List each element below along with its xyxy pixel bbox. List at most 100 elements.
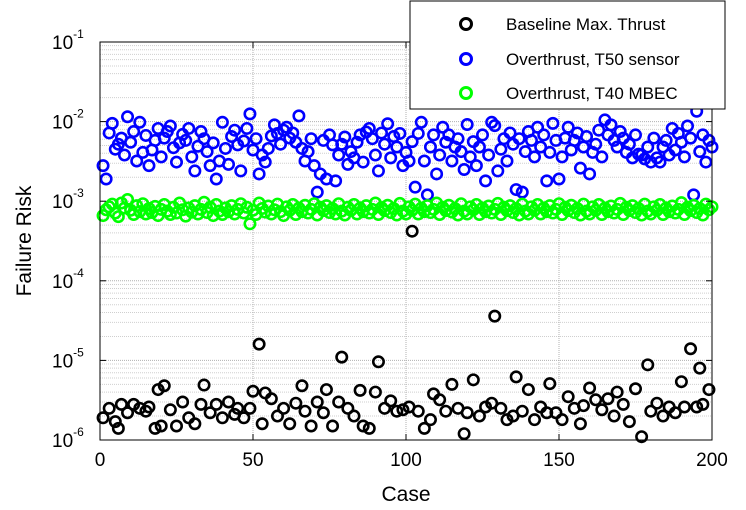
legend-marker-t40: [459, 86, 473, 100]
data-point: [142, 159, 156, 173]
data-point: [463, 200, 477, 214]
data-point: [353, 383, 367, 397]
data-point: [264, 129, 278, 143]
legend: Baseline Max. Thrust Overthrust, T50 sen…: [409, 0, 726, 110]
data-point: [610, 385, 624, 399]
data-point: [552, 172, 566, 186]
data-point: [405, 224, 419, 238]
data-point: [595, 150, 609, 164]
data-point: [393, 126, 407, 140]
data-point: [466, 373, 480, 387]
data-point: [576, 399, 590, 413]
data-point: [378, 401, 392, 415]
data-point: [258, 155, 272, 169]
data-point: [543, 377, 557, 391]
data-point: [543, 145, 557, 159]
data-point: [270, 409, 284, 423]
data-point: [619, 200, 633, 214]
data-point: [194, 125, 208, 139]
data-point: [690, 400, 704, 414]
data-point: [402, 154, 416, 168]
data-point: [653, 155, 667, 169]
data-point: [439, 404, 453, 418]
data-point: [540, 174, 554, 188]
data-point: [488, 309, 502, 323]
data-point: [460, 406, 474, 420]
data-point: [668, 406, 682, 420]
data-point: [154, 419, 168, 433]
data-point: [531, 120, 545, 134]
data-point: [613, 125, 627, 139]
data-point: [601, 392, 615, 406]
data-point: [252, 337, 266, 351]
data-point: [170, 419, 184, 433]
data-point: [292, 109, 306, 123]
data-point: [341, 401, 355, 415]
data-point: [390, 140, 404, 154]
data-point: [191, 139, 205, 153]
data-point: [515, 404, 529, 418]
data-point: [677, 400, 691, 414]
legend-marker-baseline: [459, 17, 473, 31]
data-point: [616, 397, 630, 411]
data-point: [375, 126, 389, 140]
data-point: [628, 128, 642, 142]
data-point: [304, 419, 318, 433]
data-point: [457, 163, 471, 177]
data-point: [237, 411, 251, 425]
data-point: [307, 159, 321, 173]
data-point: [445, 377, 459, 391]
data-point: [595, 403, 609, 417]
data-point: [163, 119, 177, 133]
y-tick-label: 10-3: [52, 186, 84, 213]
data-point: [289, 396, 303, 410]
data-point: [503, 126, 517, 140]
data-point: [604, 118, 618, 132]
legend-marker-t50: [459, 52, 473, 66]
data-point: [457, 427, 471, 441]
data-point: [408, 180, 422, 194]
data-point: [384, 151, 398, 165]
data-point: [485, 115, 499, 129]
data-point: [650, 396, 664, 410]
data-point: [332, 395, 346, 409]
data-point: [111, 421, 125, 435]
data-point: [228, 123, 242, 137]
data-point: [524, 133, 538, 147]
data-point: [512, 132, 526, 146]
data-point: [121, 406, 135, 420]
data-point: [313, 200, 327, 214]
data-point: [362, 421, 376, 435]
data-point: [475, 128, 489, 142]
data-point: [555, 413, 569, 427]
data-point: [117, 148, 131, 162]
x-tick-label: 50: [242, 450, 263, 471]
data-point: [356, 419, 370, 433]
data-point: [417, 421, 431, 435]
x-tick-label: 150: [543, 450, 575, 471]
data-point: [451, 132, 465, 146]
data-point: [347, 409, 361, 423]
data-point: [182, 121, 196, 135]
data-point: [436, 120, 450, 134]
data-point: [310, 185, 324, 199]
data-point: [249, 132, 263, 146]
data-point: [133, 115, 147, 129]
data-point: [240, 200, 254, 214]
data-point: [561, 390, 575, 404]
data-point: [283, 417, 297, 431]
axis-ticks: [99, 41, 713, 441]
data-point: [243, 401, 257, 415]
data-point: [684, 131, 698, 145]
data-point: [433, 393, 447, 407]
data-point: [628, 382, 642, 396]
data-point: [607, 409, 621, 423]
data-point: [176, 395, 190, 409]
data-point: [681, 200, 695, 214]
data-point: [610, 140, 624, 154]
data-point: [445, 154, 459, 168]
data-point: [194, 397, 208, 411]
data-point: [583, 381, 597, 395]
data-point: [580, 129, 594, 143]
data-point: [344, 145, 358, 159]
